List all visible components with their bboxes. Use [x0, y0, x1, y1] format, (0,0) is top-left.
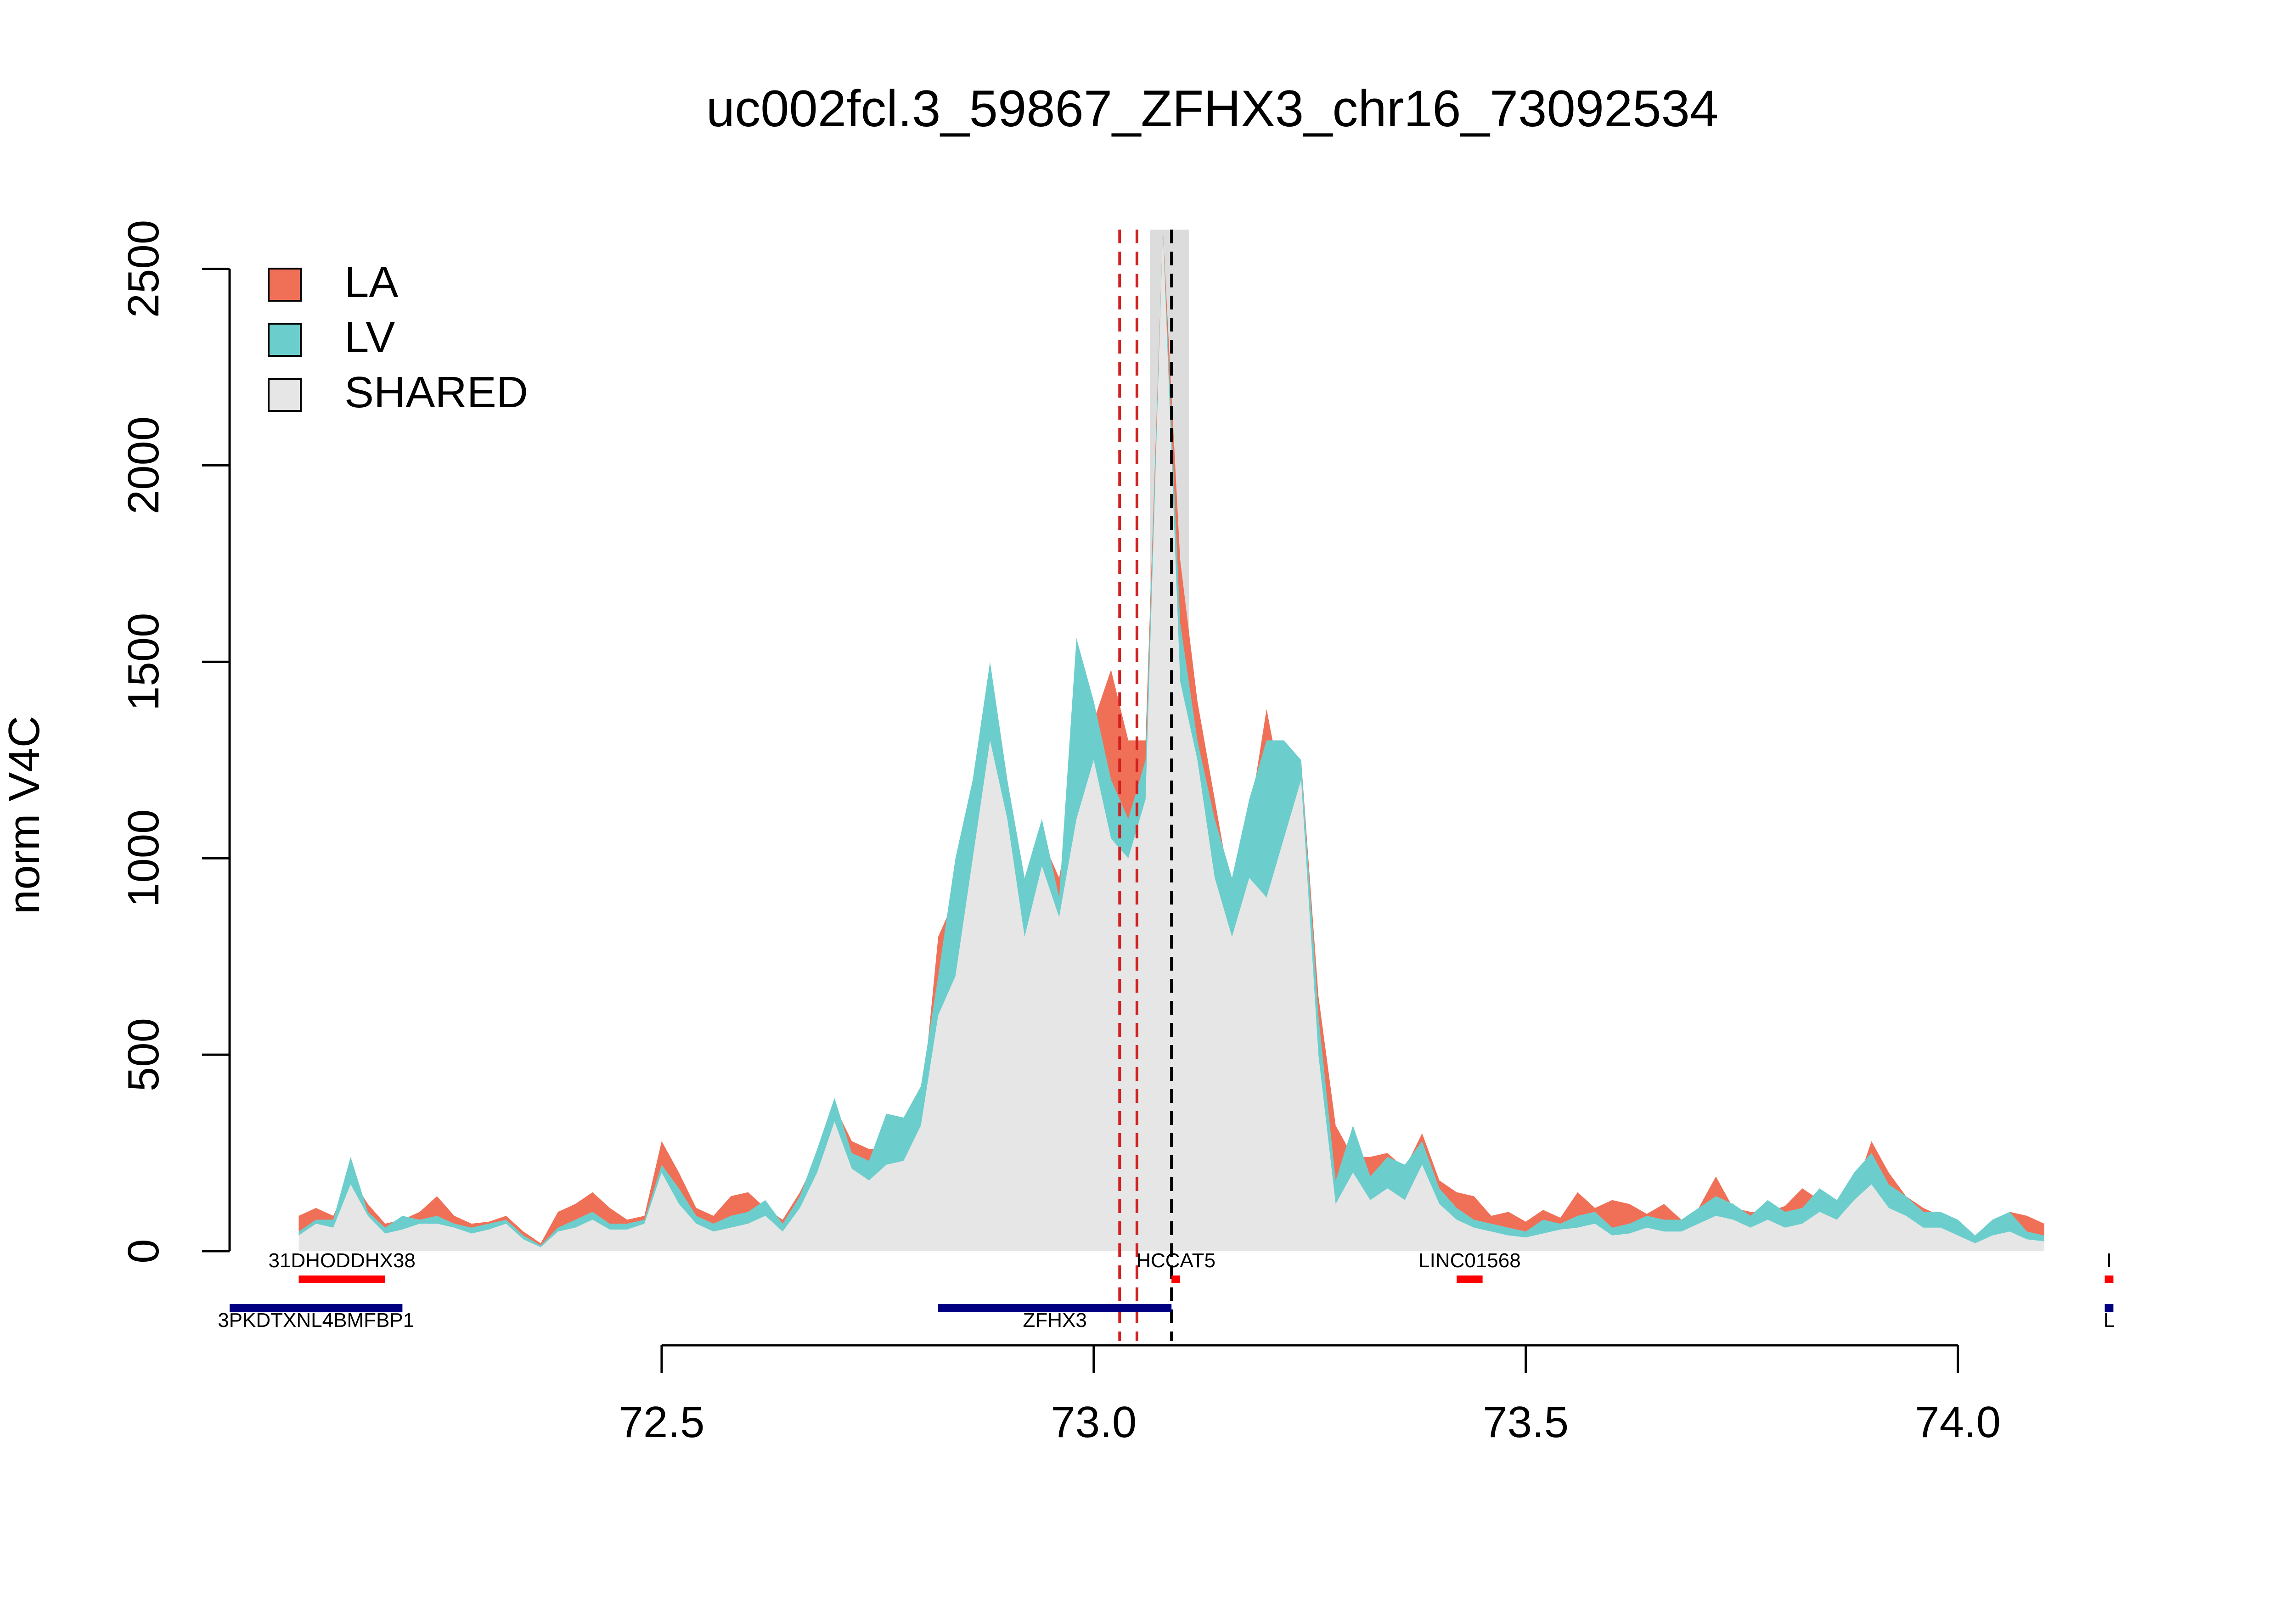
- gene-label: I: [2106, 1249, 2112, 1272]
- y-tick-label: 500: [119, 1018, 168, 1091]
- legend-swatch-la: [268, 268, 302, 302]
- gene-label: LINC01568: [1418, 1249, 1521, 1272]
- gene-label: HCCAT5: [1136, 1249, 1216, 1272]
- x-tick-label: 74.0: [1915, 1398, 2001, 1447]
- y-tick-label: 1500: [119, 613, 168, 711]
- y-axis-label: norm V4C: [0, 716, 49, 914]
- legend-swatch-shared: [268, 378, 302, 412]
- gene-label: 3PKDTXNL4BMFBP1: [218, 1309, 414, 1332]
- gene-tracks: 31DHODDHX38 HCCAT5 LINC01568 I 3PKDTXNL4BMFB…: [218, 1249, 2115, 1332]
- x-tick-label: 73.5: [1483, 1398, 1569, 1447]
- gene-bar: [1457, 1275, 1483, 1283]
- legend-label-la: LA: [344, 258, 398, 307]
- x-tick-label: 72.5: [619, 1398, 704, 1447]
- marker-lines: [1118, 230, 1173, 1341]
- y-tick-label: 1000: [119, 809, 168, 907]
- y-tick-label: 2500: [119, 220, 168, 318]
- y-axis: 0 500 1000 1500 2000 2500: [119, 220, 231, 1264]
- legend-swatch-lv: [268, 323, 302, 357]
- gene-label: ZFHX3: [1023, 1309, 1086, 1332]
- legend-label-lv: LV: [344, 313, 395, 362]
- gene-label: L: [2104, 1309, 2115, 1332]
- y-tick-label: 0: [119, 1239, 168, 1263]
- gene-bar: [2105, 1304, 2114, 1312]
- legend-label-shared: SHARED: [344, 368, 528, 417]
- y-tick-label: 2000: [119, 416, 168, 515]
- gene-bar: [298, 1275, 385, 1283]
- x-tick-label: 73.0: [1051, 1398, 1137, 1447]
- gene-bar: [1171, 1275, 1180, 1283]
- gene-label: 31DHODDHX38: [268, 1249, 415, 1272]
- gene-bar: [938, 1304, 1172, 1312]
- gene-bar: [230, 1304, 403, 1312]
- legend: LA LV SHARED: [268, 258, 528, 417]
- gene-bar: [2105, 1275, 2114, 1283]
- chart-title: uc002fcl.3_59867_ZFHX3_chr16_73092534: [706, 80, 1718, 137]
- x-axis: 72.5 73.0 73.5 74.0: [619, 1344, 2001, 1447]
